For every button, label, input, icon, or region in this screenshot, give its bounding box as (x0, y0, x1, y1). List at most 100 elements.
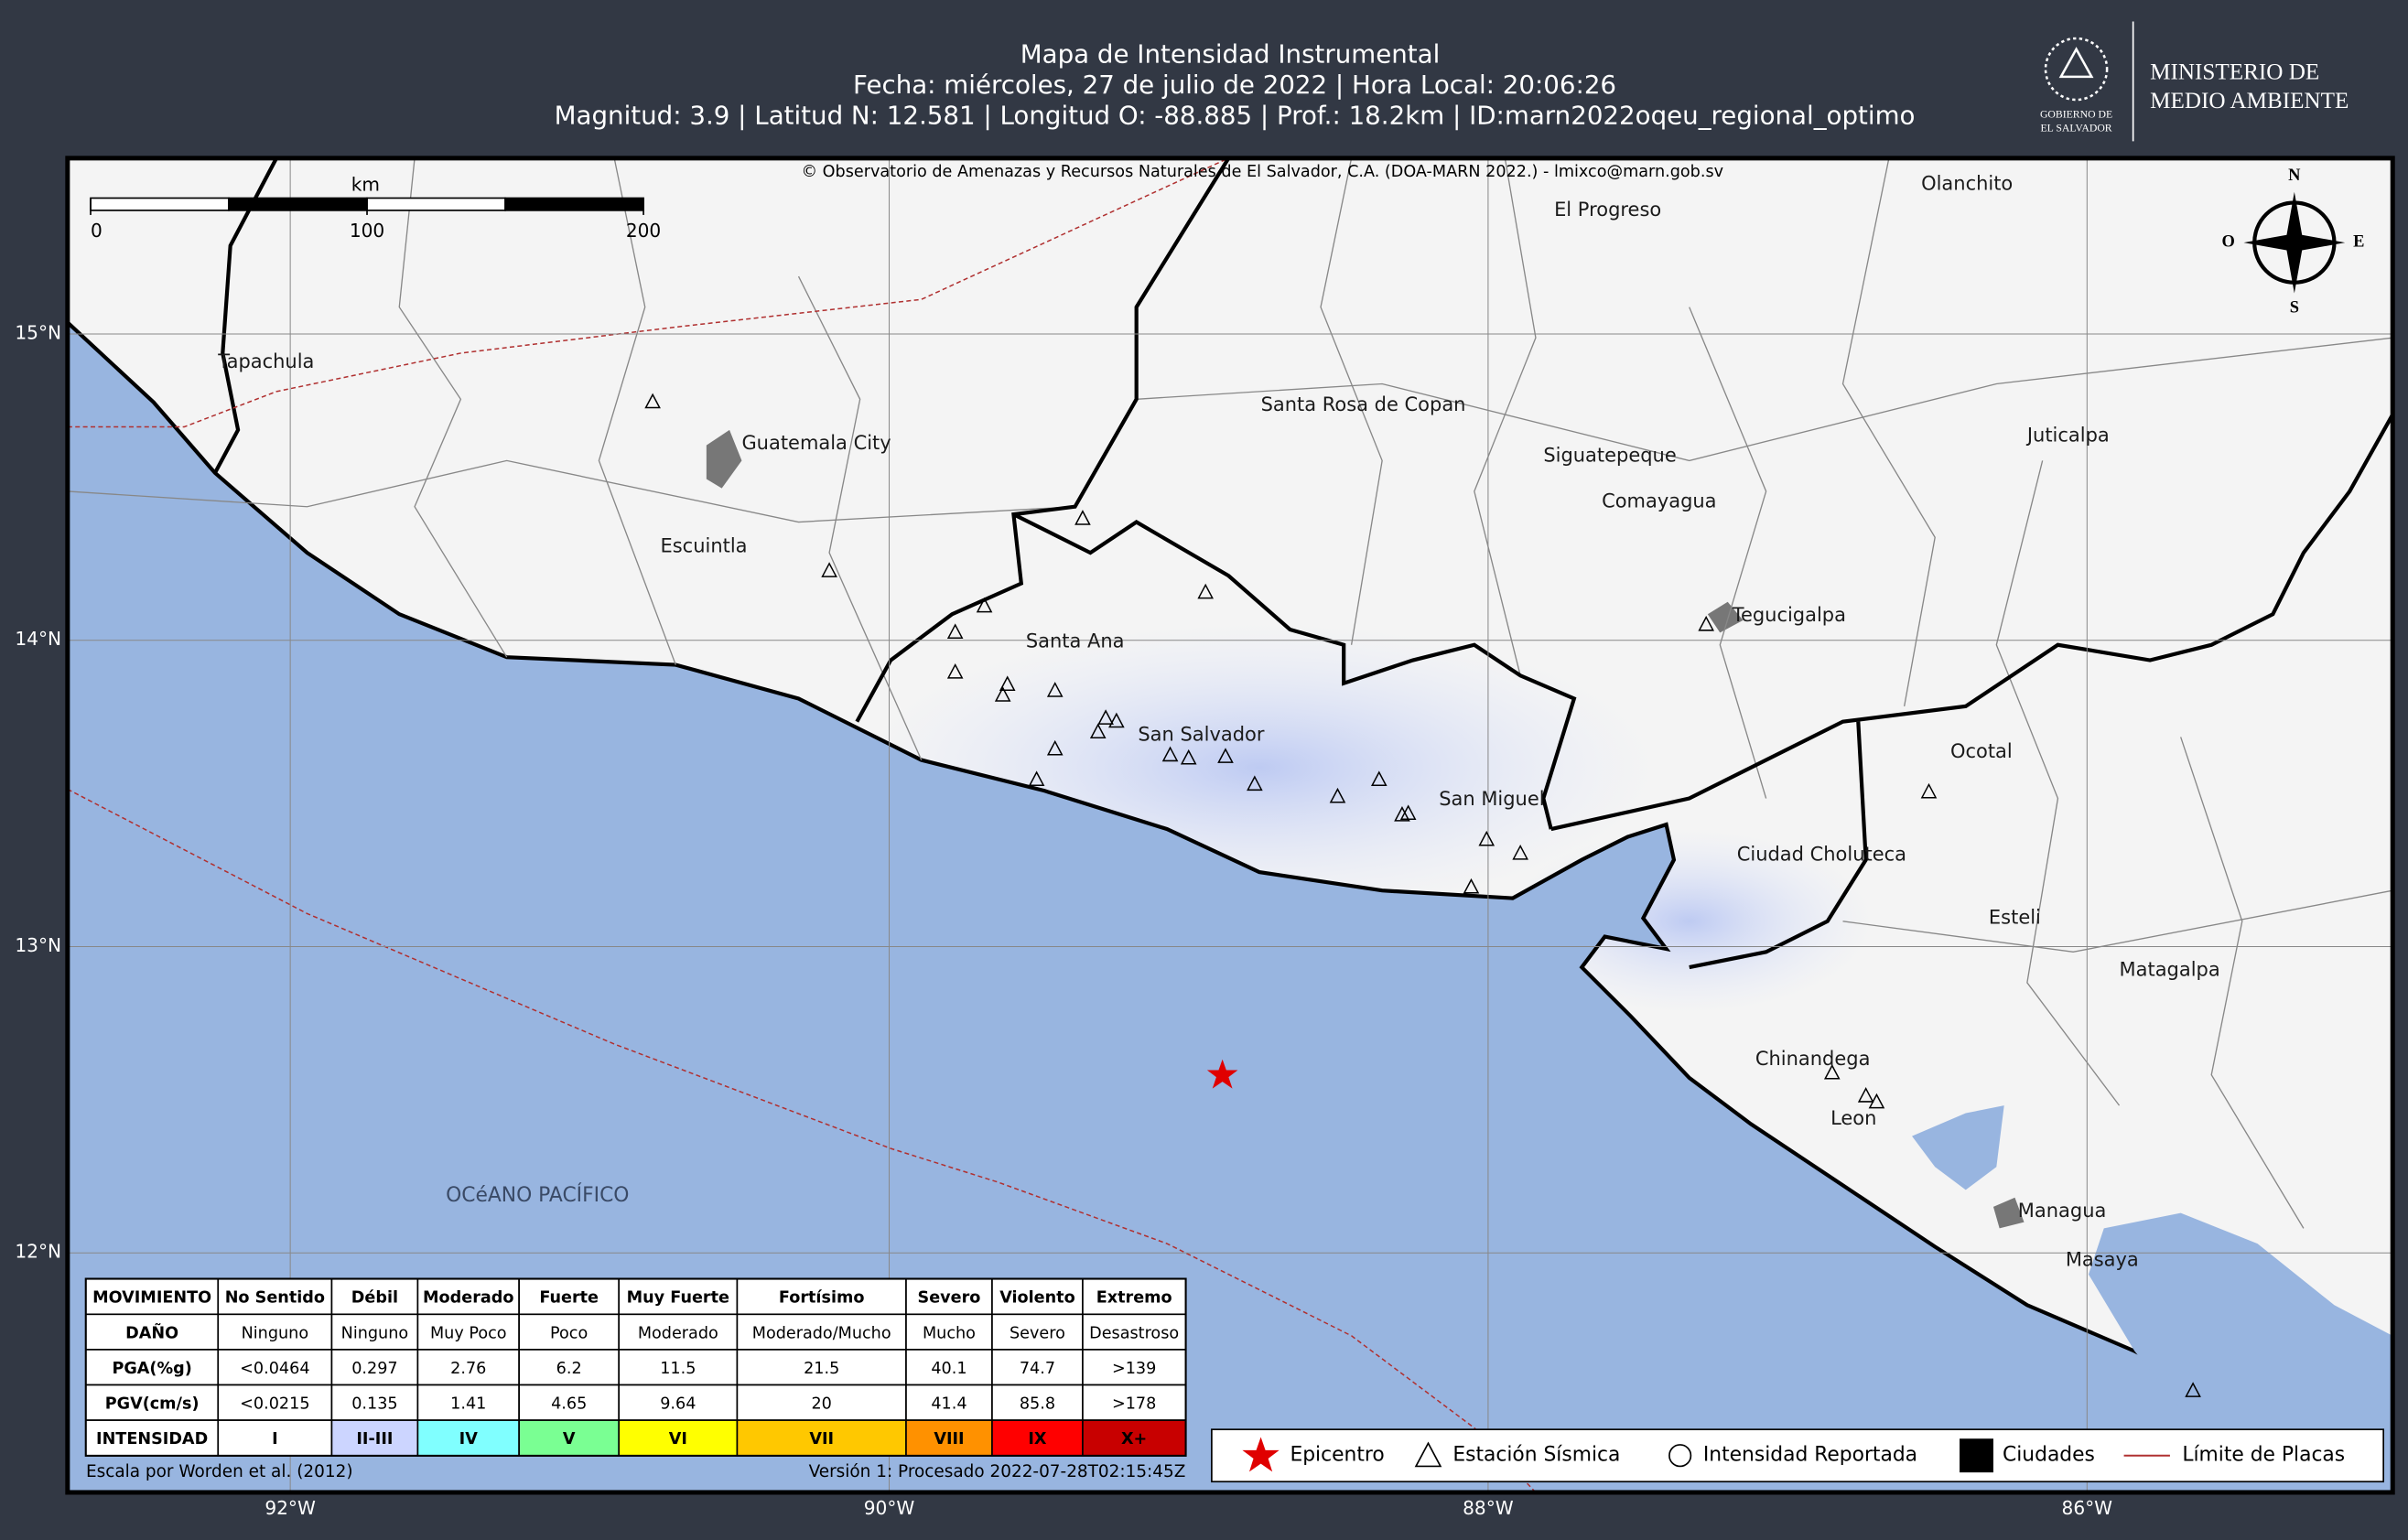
station (1329, 787, 1346, 803)
y-tick-label: 12°N (15, 1241, 61, 1263)
table-text: VIII (934, 1430, 964, 1448)
table-cell (991, 1419, 1084, 1457)
table-cell (905, 1349, 993, 1386)
scale-segment (504, 197, 644, 211)
table-cell (618, 1349, 739, 1386)
epicenter (1206, 1059, 1238, 1089)
table-cell (518, 1384, 621, 1421)
place-label: Ocotal (1950, 740, 2013, 762)
table-text: 20 (811, 1395, 831, 1413)
city-area (1992, 1197, 2025, 1229)
table-text: Moderado (423, 1289, 513, 1308)
footer-version: Versión 1: Procesado 2022-07-28T02:15:45… (809, 1462, 1186, 1481)
table-text: Fuerte (539, 1289, 599, 1308)
lake (2088, 1212, 2393, 1492)
table-text: 9.64 (660, 1395, 696, 1413)
station (1512, 844, 1528, 860)
scale-label: 100 (350, 220, 384, 242)
city-area (1707, 601, 1744, 633)
place-label: Siguatepeque (1543, 444, 1676, 466)
axes: 92°W 90°W 88°W 86°W 15°N 14°N 13°N 12°N (15, 321, 2112, 1518)
table-text: 1.41 (450, 1395, 486, 1413)
table-text: <0.0215 (240, 1395, 309, 1413)
logo: GOBIERNO DE EL SALVADOR MINISTERIO DE ME… (2040, 21, 2349, 142)
compass-star (2243, 191, 2346, 294)
table-cell (330, 1419, 419, 1457)
scale-segment (90, 197, 230, 211)
place-label: Matagalpa (2120, 958, 2220, 980)
table-text: Débil (351, 1289, 398, 1308)
stations (644, 393, 2201, 1397)
place-label: Olanchito (1921, 172, 2013, 194)
place-label: Santa Rosa de Copan (1261, 393, 1466, 415)
station (1478, 830, 1496, 846)
station (976, 597, 993, 613)
graticule (67, 157, 2393, 1492)
table-text: IV (459, 1430, 479, 1448)
station (1161, 746, 1179, 762)
table-cell (736, 1384, 907, 1421)
legend-epicenter (1242, 1437, 1280, 1472)
scale-unit: km (351, 174, 380, 196)
table-cell (991, 1384, 1084, 1421)
table-text: X+ (1121, 1430, 1147, 1448)
table-text: 0.135 (351, 1395, 397, 1413)
table-text: VII (809, 1430, 834, 1448)
place-label: Comayagua (1602, 490, 1716, 512)
table-cell (905, 1313, 993, 1351)
table-text: Desastroso (1089, 1324, 1179, 1342)
table-text: 21.5 (804, 1360, 839, 1378)
table-cell (217, 1349, 333, 1386)
table-text: Ninguno (242, 1324, 309, 1342)
legend-station (1414, 1441, 1442, 1468)
country-borders (213, 157, 2393, 970)
place-label: Juticalpa (2025, 425, 2110, 447)
legend-label: Intensidad Reportada (1703, 1444, 1917, 1467)
station (1074, 510, 1091, 525)
table-text: 11.5 (660, 1360, 696, 1378)
table-text: VI (669, 1430, 687, 1448)
copyright: © Observatorio de Amenazas y Recursos Na… (801, 163, 1723, 181)
table-text: I (272, 1430, 278, 1448)
table-cell (736, 1277, 907, 1316)
place-label: San Salvador (1138, 724, 1264, 746)
scale-label: 200 (626, 220, 661, 242)
y-tick-label: 14°N (15, 628, 61, 650)
legend-city (1960, 1438, 1993, 1473)
table-text: 4.65 (551, 1395, 587, 1413)
place-label: Masaya (2066, 1249, 2139, 1271)
station (946, 623, 964, 639)
map-frame (65, 156, 2395, 1495)
station (1247, 775, 1263, 792)
scale-label: 0 (91, 220, 103, 242)
station (1217, 748, 1234, 763)
table-text: 6.2 (556, 1360, 582, 1378)
table-text: Ninguno (341, 1324, 409, 1342)
y-tick-label: 15°N (15, 321, 61, 343)
station (1108, 712, 1125, 728)
places: Tapachula El Progreso Olanchito Guatemala C… (217, 172, 2219, 1270)
table-cell (518, 1419, 621, 1457)
table-text: >178 (1112, 1395, 1156, 1413)
station (821, 562, 837, 577)
city-area (706, 429, 742, 489)
table-text: PGA(%g) (112, 1360, 191, 1378)
table-cell (1082, 1277, 1187, 1316)
table-text: Moderado/Mucho (752, 1324, 891, 1342)
station (1370, 770, 1388, 787)
compass-s: S (2290, 298, 2299, 317)
legend-label: Límite de Placas (2182, 1444, 2345, 1467)
station (1698, 615, 1714, 631)
place-label: Tegucigalpa (1732, 604, 1846, 626)
table-text: 74.7 (1020, 1360, 1055, 1378)
footer-credit: Escala por Worden et al. (2012) (86, 1462, 353, 1481)
station (2185, 1382, 2201, 1397)
table-cell (905, 1419, 993, 1457)
table-cell (85, 1277, 220, 1316)
station (1046, 682, 1064, 697)
scale-bar: km 0 100 200 (90, 174, 661, 242)
table-text: DAÑO (125, 1321, 178, 1342)
event-info: Magnitud: 3.9 | Latitud N: 12.581 | Long… (555, 101, 1916, 131)
station (1180, 748, 1197, 765)
